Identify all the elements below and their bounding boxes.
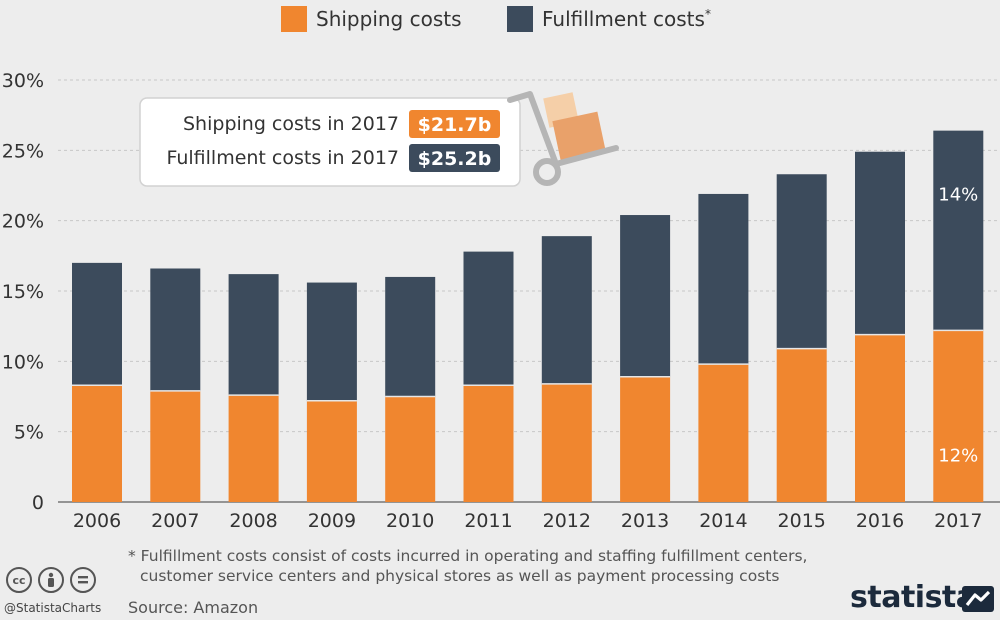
bar-fulfillment-2006 [72, 262, 122, 386]
bar-shipping-2016 [855, 334, 905, 502]
bar-shipping-2012 [541, 383, 592, 502]
footnote-line-1: * Fulfillment costs consist of costs inc… [128, 547, 808, 565]
callout-fulfillment-badge [409, 144, 500, 172]
footnote: * Fulfillment costs consist of costs inc… [128, 546, 868, 586]
legend-label-shipping: Shipping costs [316, 7, 462, 31]
hand-truck-boxes-icon [507, 91, 619, 186]
y-tick-label: 25% [2, 140, 44, 162]
bar-shipping-2014 [698, 364, 749, 502]
bar-fulfillment-2013 [620, 215, 671, 377]
bar-fulfillment-2011 [463, 251, 514, 386]
footnote-line-2: customer service centers and physical st… [140, 567, 780, 585]
data-label-fulfillment: 14% [938, 185, 978, 206]
x-tick-label: 2007 [151, 510, 199, 532]
statista-handle: @StatistaCharts [4, 601, 102, 615]
legend-swatch-fulfillment [507, 6, 533, 32]
statista-logo-mark [962, 586, 994, 612]
license-icons: cc [6, 567, 96, 593]
callout-shipping-label: Shipping costs in 2017 [183, 113, 399, 135]
callout-fulfillment-label: Fulfillment costs in 2017 [166, 147, 399, 169]
legend-swatch-shipping [281, 6, 307, 32]
bar-fulfillment-2008 [228, 274, 279, 396]
bar-shipping-2007 [150, 390, 201, 502]
bar-fulfillment-2007 [150, 268, 201, 391]
y-tick-label: 20% [2, 211, 44, 233]
x-tick-label: 2013 [621, 510, 669, 532]
x-tick-label: 2014 [699, 510, 747, 532]
stacked-bar-chart: 05%10%15%20%25%30% 2006 2007 2008 2009 2010 2… [2, 6, 1000, 532]
svg-text:Fulfillment costs*: Fulfillment costs* [542, 7, 711, 31]
bar-shipping-2009 [306, 400, 357, 502]
legend-label-fulfillment: Fulfillment costs [542, 7, 705, 31]
legend: Shipping costs Fulfillment costs* [281, 6, 711, 32]
y-axis-ticks: 0 5% 10% 15% 20% 25% 30% [2, 70, 44, 514]
y-tick-label: 10% [2, 351, 44, 373]
bar-fulfillment-2015 [776, 174, 827, 349]
bar-shipping-2008 [228, 395, 279, 502]
x-tick-label: 2008 [229, 510, 277, 532]
x-tick-label: 2016 [856, 510, 904, 532]
bar-fulfillment-2017 [933, 130, 984, 331]
bar-shipping-2010 [385, 396, 436, 502]
x-tick-label: 2015 [778, 510, 826, 532]
x-axis-ticks: 2006 2007 2008 2009 2010 2011 2012 2013 2014 2015… [73, 510, 983, 532]
source-text: Source: Amazon [128, 598, 259, 617]
bar-shipping-2015 [776, 348, 827, 502]
bar-shipping-2011 [463, 385, 514, 502]
statista-logo: statista [850, 580, 976, 615]
bar-fulfillment-2010 [385, 276, 436, 397]
y-tick-label: 30% [2, 70, 44, 92]
bars [72, 130, 984, 502]
bar-shipping-2017 [933, 330, 984, 502]
bar-fulfillment-2016 [855, 151, 905, 335]
data-labels: 14% 12% [938, 185, 978, 467]
callout-shipping-value: $21.7b [418, 114, 492, 136]
y-tick-label: 5% [14, 422, 44, 444]
cc-icon: cc [6, 567, 32, 593]
bar-fulfillment-2009 [306, 282, 357, 401]
data-label-shipping: 12% [938, 446, 978, 467]
x-tick-label: 2012 [543, 510, 591, 532]
bar-fulfillment-2012 [541, 236, 592, 384]
y-tick-label: 0 [32, 492, 44, 514]
bar-shipping-2006 [72, 385, 122, 502]
by-icon [38, 567, 64, 593]
bar-shipping-2013 [620, 376, 671, 502]
x-tick-label: 2006 [73, 510, 121, 532]
x-tick-label: 2011 [464, 510, 512, 532]
x-tick-label: 2010 [386, 510, 434, 532]
x-tick-label: 2017 [934, 510, 982, 532]
nd-icon [70, 567, 96, 593]
callout-shipping-badge [409, 110, 500, 138]
y-tick-label: 15% [2, 281, 44, 303]
bar-fulfillment-2014 [698, 193, 749, 365]
callout-box: Shipping costs in 2017 $21.7b Fulfillmen… [139, 97, 521, 187]
x-tick-label: 2009 [308, 510, 356, 532]
legend-asterisk: * [705, 7, 711, 21]
callout-fulfillment-value: $25.2b [418, 148, 492, 170]
